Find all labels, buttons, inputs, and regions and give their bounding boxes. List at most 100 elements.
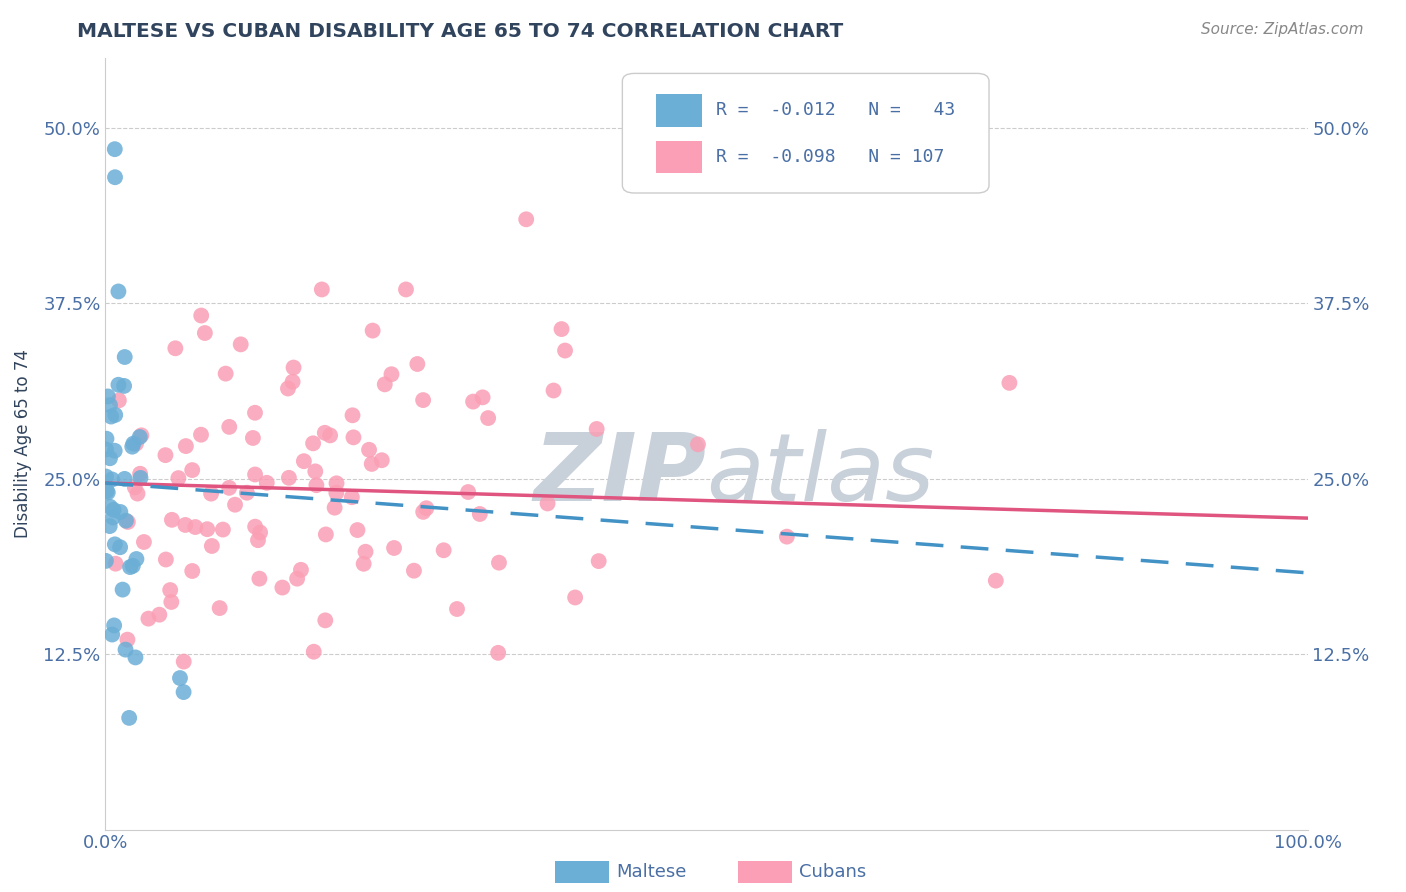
Point — [415, 501, 437, 516]
Point — [125, 436, 148, 450]
Point — [174, 518, 197, 533]
Point — [382, 541, 405, 555]
Point — [243, 406, 266, 420]
Point — [433, 543, 456, 558]
Point — [550, 322, 572, 336]
Point — [686, 437, 709, 451]
Point — [138, 612, 160, 626]
Text: MALTESE VS CUBAN DISABILITY AGE 65 TO 74 CORRELATION CHART: MALTESE VS CUBAN DISABILITY AGE 65 TO 74… — [77, 22, 844, 41]
Point — [128, 430, 150, 444]
Point — [181, 463, 204, 477]
Point — [302, 645, 325, 659]
Point — [114, 472, 136, 486]
Point — [984, 574, 1007, 588]
Point — [155, 552, 177, 566]
Point — [104, 537, 127, 551]
Point — [283, 360, 305, 375]
Point — [371, 453, 394, 467]
Point — [314, 425, 336, 440]
Point — [101, 510, 124, 524]
Text: Cubans: Cubans — [799, 863, 866, 881]
Point — [118, 711, 141, 725]
Point — [200, 486, 222, 500]
Point — [194, 326, 217, 340]
Point — [96, 483, 118, 498]
Point — [277, 382, 299, 396]
Point — [181, 564, 204, 578]
Point — [256, 475, 278, 490]
Point — [243, 467, 266, 482]
Point — [127, 486, 149, 500]
Point — [98, 398, 121, 412]
Point — [323, 500, 346, 515]
Point — [342, 409, 364, 423]
Point — [131, 428, 153, 442]
Point — [201, 539, 224, 553]
Point — [302, 436, 325, 450]
Point — [155, 448, 177, 462]
Point — [174, 439, 197, 453]
Point — [97, 485, 120, 500]
FancyBboxPatch shape — [657, 141, 702, 173]
Point — [101, 473, 124, 487]
Point — [129, 471, 152, 485]
Point — [249, 525, 271, 540]
Point — [585, 422, 607, 436]
Point — [132, 535, 155, 549]
Point — [103, 618, 125, 632]
Point — [160, 513, 183, 527]
Point — [104, 557, 127, 571]
Point — [98, 451, 121, 466]
Point — [104, 142, 127, 156]
Text: atlas: atlas — [707, 429, 935, 520]
Point — [190, 309, 212, 323]
Point — [167, 471, 190, 485]
Point — [115, 514, 138, 528]
Point — [103, 503, 125, 517]
Point — [374, 377, 396, 392]
Point — [236, 485, 259, 500]
Point — [104, 443, 127, 458]
Point — [342, 430, 364, 444]
Point — [353, 557, 375, 571]
Point — [340, 490, 363, 504]
Point — [486, 646, 509, 660]
Point — [190, 427, 212, 442]
Text: ZIP: ZIP — [534, 429, 707, 521]
Point — [98, 500, 121, 514]
Point — [114, 642, 136, 657]
Point — [281, 375, 304, 389]
Point — [243, 519, 266, 533]
FancyBboxPatch shape — [657, 95, 702, 127]
Point — [357, 442, 380, 457]
Point — [285, 572, 308, 586]
Point — [471, 390, 494, 404]
Point — [406, 357, 429, 371]
Point — [124, 650, 146, 665]
Y-axis label: Disability Age 65 to 74: Disability Age 65 to 74 — [14, 350, 32, 538]
Text: Maltese: Maltese — [616, 863, 686, 881]
Text: R =  -0.098   N = 107: R = -0.098 N = 107 — [716, 148, 945, 166]
Point — [214, 367, 236, 381]
Point — [97, 389, 120, 403]
Point — [112, 379, 135, 393]
Point — [515, 212, 537, 227]
Point — [94, 554, 117, 568]
Point — [125, 552, 148, 566]
FancyBboxPatch shape — [623, 73, 988, 193]
Point — [543, 384, 565, 398]
Point — [218, 420, 240, 434]
Point — [242, 431, 264, 445]
Point — [148, 607, 170, 622]
Point — [461, 394, 484, 409]
Point — [271, 581, 294, 595]
Point — [488, 556, 510, 570]
Point — [588, 554, 610, 568]
Point — [108, 540, 131, 554]
Point — [195, 522, 218, 536]
Point — [998, 376, 1021, 390]
Point — [159, 583, 181, 598]
Point — [104, 408, 127, 422]
Point — [477, 411, 499, 425]
Point — [277, 471, 299, 485]
